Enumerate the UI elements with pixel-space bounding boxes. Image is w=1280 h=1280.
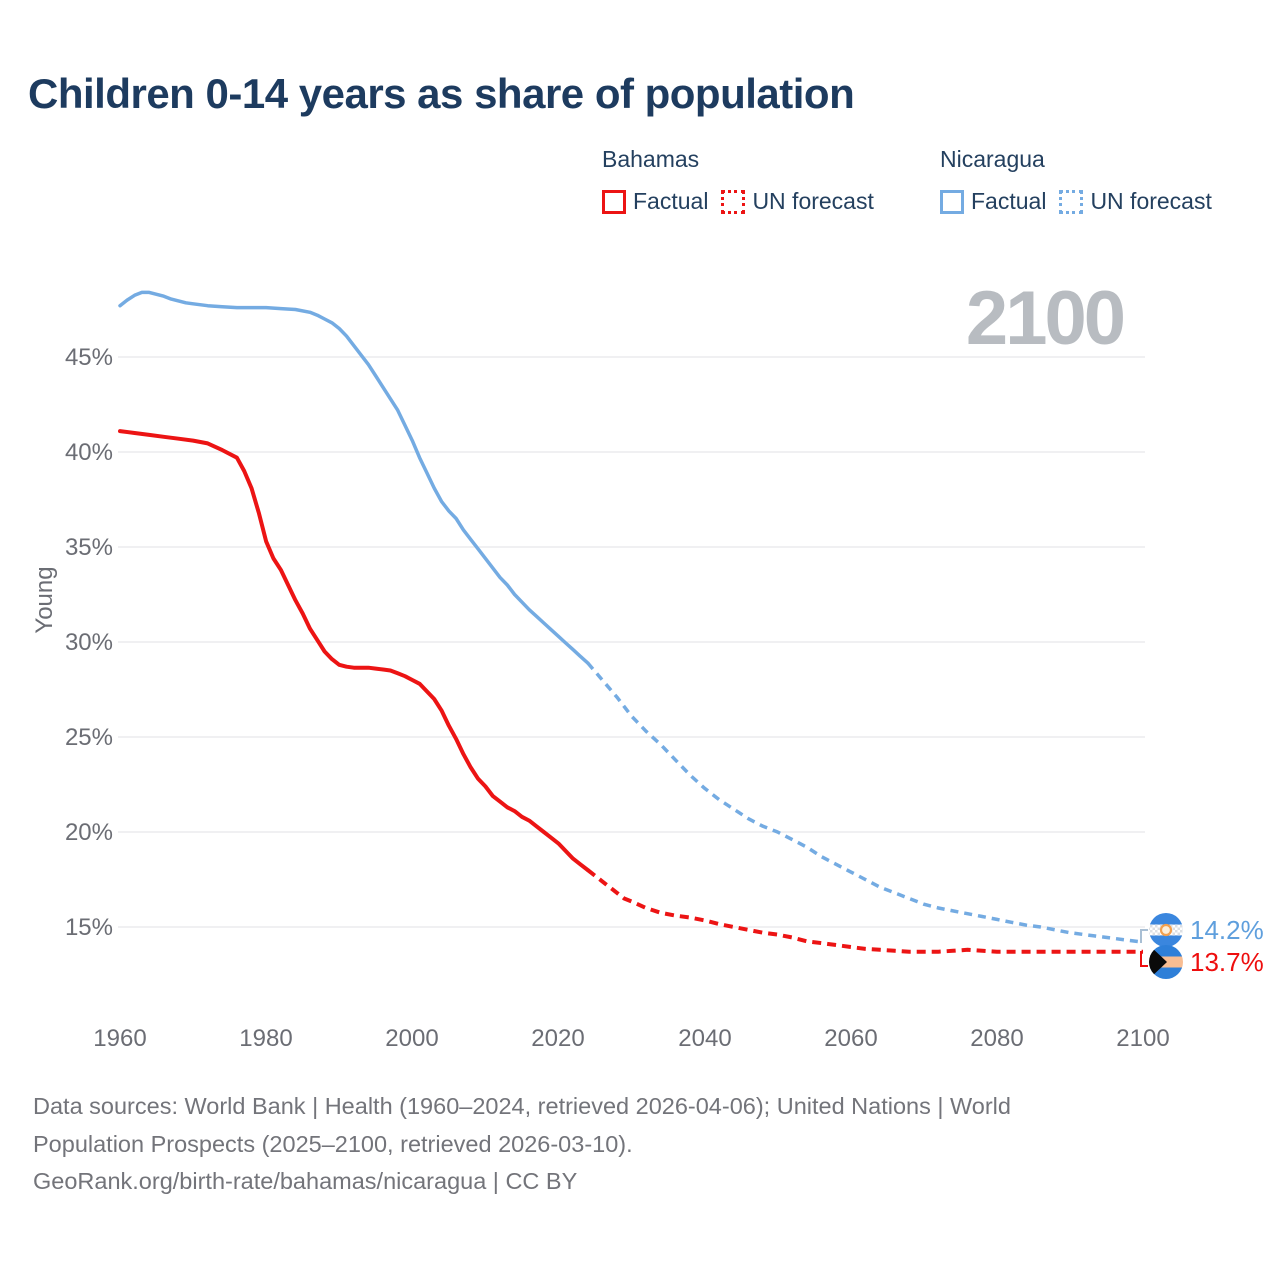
legend-country-nicaragua: Nicaragua	[940, 146, 1045, 172]
x-tick: 2040	[678, 1025, 731, 1052]
y-tick: 40%	[65, 439, 113, 466]
legend-country-bahamas: Bahamas	[602, 146, 700, 172]
page-title: Children 0-14 years as share of populati…	[28, 70, 855, 117]
y-tick: 35%	[65, 534, 113, 561]
y-tick: 45%	[65, 344, 113, 371]
legend-items-bahamas: Factual UN forecast	[602, 188, 887, 215]
y-axis-ticks: 45% 40% 35% 30% 25% 20% 15%	[65, 344, 113, 941]
y-tick: 25%	[65, 724, 113, 751]
nicaragua-forecast-line	[586, 661, 1144, 944]
bahamas-forecast-label: UN forecast	[752, 188, 874, 214]
y-tick: 30%	[65, 629, 113, 656]
bahamas-forecast-line	[586, 868, 1143, 954]
nicaragua-factual-line	[118, 290, 590, 665]
nicaragua-factual-label: Factual	[971, 188, 1047, 214]
footer: Data sources: World Bank | Health (1960–…	[33, 1088, 1011, 1201]
y-tick: 15%	[65, 914, 113, 941]
gridlines	[118, 356, 1145, 928]
bahamas-flag-icon	[1149, 945, 1183, 979]
y-axis-title: Young	[31, 566, 58, 633]
footer-sources-line1: Data sources: World Bank | Health (1960–…	[33, 1093, 1011, 1119]
x-tick: 1960	[93, 1025, 146, 1052]
watermark-year: 2100	[966, 276, 1124, 361]
x-tick: 2020	[531, 1025, 584, 1052]
y-tick: 20%	[65, 819, 113, 846]
x-tick: 2100	[1116, 1025, 1169, 1052]
bahamas-end-value: 13.7%	[1190, 947, 1264, 977]
nicaragua-end-value: 14.2%	[1190, 915, 1264, 945]
bahamas-leader-line	[1140, 951, 1148, 967]
legend-group-bahamas: Bahamas Factual UN forecast	[602, 146, 887, 215]
x-tick: 1980	[239, 1025, 292, 1052]
bahamas-factual-line	[118, 429, 590, 872]
bahamas-factual-swatch-icon	[602, 189, 626, 214]
bahamas-factual-label: Factual	[633, 188, 709, 214]
legend-items-nicaragua: Factual UN forecast	[940, 188, 1225, 215]
x-tick: 2000	[385, 1025, 438, 1052]
nicaragua-forecast-label: UN forecast	[1090, 188, 1212, 214]
nicaragua-factual-swatch-icon	[940, 189, 964, 214]
footer-sources-line2: Population Prospects (2025–2100, retriev…	[33, 1130, 633, 1157]
x-tick: 2060	[824, 1025, 877, 1052]
footer-attribution: GeoRank.org/birth-rate/bahamas/nicaragua…	[33, 1168, 578, 1194]
nicaragua-leader-line	[1140, 929, 1148, 943]
legend-group-nicaragua: Nicaragua Factual UN forecast	[940, 146, 1225, 215]
x-tick: 2080	[970, 1025, 1023, 1052]
nicaragua-flag-icon	[1149, 913, 1183, 947]
nicaragua-forecast-swatch-icon	[1059, 189, 1084, 214]
bahamas-forecast-swatch-icon	[721, 189, 746, 214]
x-axis-ticks: 1960 1980 2000 2020 2040 2060 2080 2100	[93, 1025, 1169, 1052]
